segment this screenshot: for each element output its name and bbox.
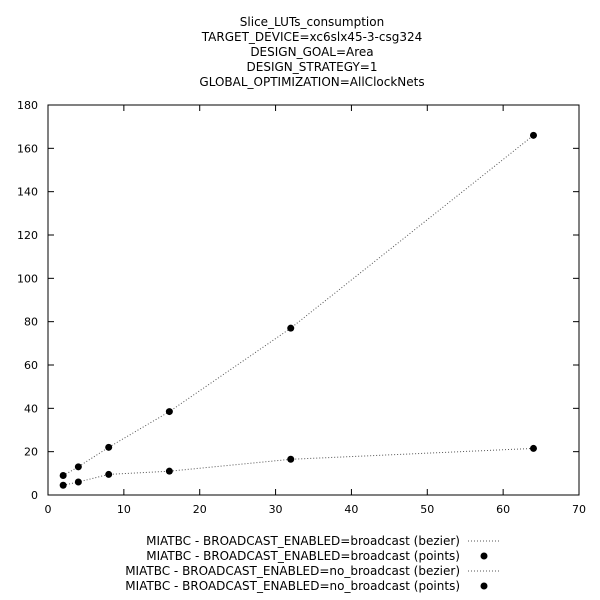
data-point [74,463,82,471]
y-tick-label: 100 [17,272,38,285]
x-tick-label: 40 [344,503,358,516]
legend-label: MIATBC - BROADCAST_ENABLED=no_broadcast … [125,579,460,593]
data-point [105,470,113,478]
series-group [59,131,537,489]
data-point [529,131,537,139]
data-point [287,455,295,463]
y-tick-label: 140 [17,186,38,199]
data-point [105,443,113,451]
legend-label: MIATBC - BROADCAST_ENABLED=no_broadcast … [125,564,460,578]
axis-ticks [47,104,580,496]
x-tick-label: 30 [269,503,283,516]
legend-point-sample [480,552,488,560]
axis-tick-labels: 0 10 20 30 40 50 60 70 0 20 40 60 80 100 120 140 160 180 [17,99,586,516]
y-tick-label: 20 [24,446,38,459]
y-tick-label: 0 [31,489,38,502]
chart-title: Slice_LUTs_consumptionTARGET_DEVICE=xc6s… [199,15,424,89]
x-tick-label: 10 [117,503,131,516]
legend-point-sample [480,582,488,590]
x-tick-label: 50 [420,503,434,516]
chart-title-line: TARGET_DEVICE=xc6slx45-3-csg324 [201,30,423,44]
data-point [165,408,173,416]
chart-title-line: GLOBAL_OPTIMIZATION=AllClockNets [199,75,424,89]
y-tick-label: 180 [17,99,38,112]
data-point [529,444,537,452]
y-tick-label: 40 [24,402,38,415]
x-tick-label: 60 [496,503,510,516]
legend-label: MIATBC - BROADCAST_ENABLED=broadcast (po… [146,549,460,563]
chart-title-line: DESIGN_GOAL=Area [250,45,373,59]
y-tick-label: 60 [24,359,38,372]
plot-area-border [47,104,580,496]
chart-title-line: DESIGN_STRATEGY=1 [247,60,378,74]
x-tick-label: 0 [45,503,52,516]
data-point [74,478,82,486]
series-line-2 [63,447,534,486]
x-tick-label: 70 [572,503,586,516]
legend: MIATBC - BROADCAST_ENABLED=broadcast (be… [125,534,500,593]
x-tick-label: 20 [193,503,207,516]
y-tick-label: 160 [17,142,38,155]
data-point [59,472,67,479]
y-tick-label: 80 [24,316,38,329]
series-line-0 [62,134,534,476]
data-point [287,324,295,332]
data-point [59,481,67,489]
data-point [165,467,173,475]
legend-label: MIATBC - BROADCAST_ENABLED=broadcast (be… [146,534,460,548]
y-tick-label: 120 [17,229,38,242]
chart-title-line: Slice_LUTs_consumption [240,15,384,29]
